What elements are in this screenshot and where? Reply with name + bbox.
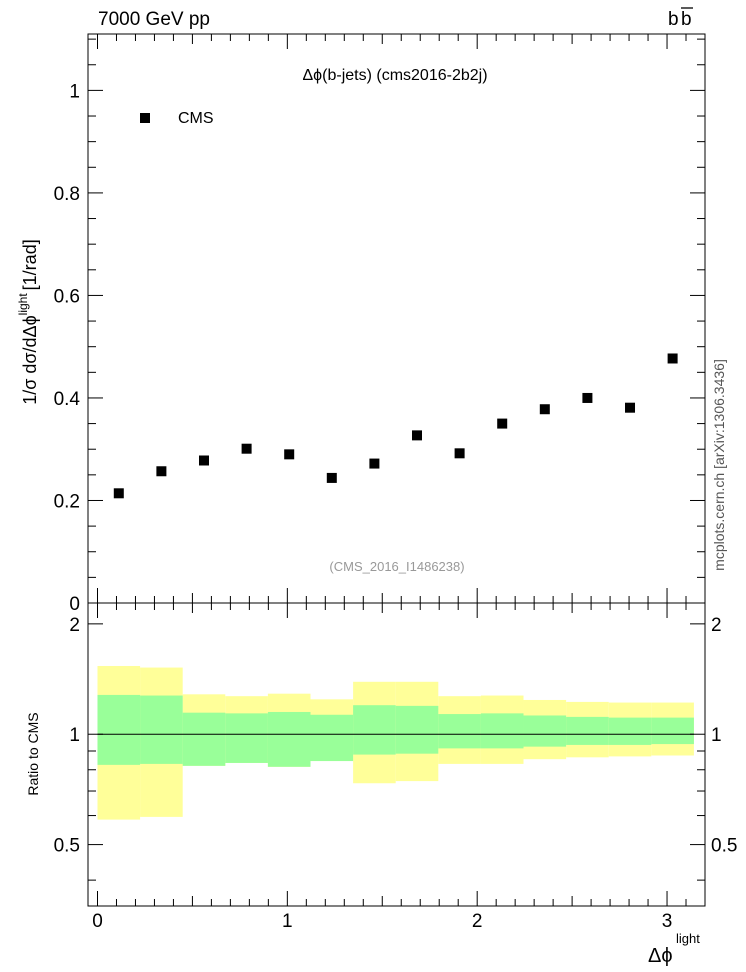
ratio-inner-band xyxy=(353,705,396,755)
main-plot-title: Δϕ(b-jets) (cms2016-2b2j) xyxy=(302,67,487,84)
data-point xyxy=(156,466,167,477)
legend-label: CMS xyxy=(178,110,214,127)
data-point xyxy=(582,392,593,403)
x-axis-label-superscript: light xyxy=(676,931,700,946)
x-tick-label: 2 xyxy=(472,911,483,932)
ratio-axis-ticks: 0.5 0.5 1 1 2 2 0 1 2 3 xyxy=(54,603,737,932)
ratio-y-tick-label-right: 0.5 xyxy=(711,836,737,857)
data-point xyxy=(667,353,678,364)
ratio-inner-band xyxy=(480,713,524,749)
ratio-y-tick-label-left: 2 xyxy=(69,615,80,636)
data-point xyxy=(241,443,252,454)
ratio-inner-band xyxy=(182,712,226,766)
ratio-y-tick-label-left: 0.5 xyxy=(54,836,80,857)
x-tick-label: 3 xyxy=(662,911,673,932)
data-point xyxy=(326,472,337,483)
ratio-uncertainty-bands xyxy=(97,665,694,820)
ratio-inner-band xyxy=(140,695,183,764)
data-point xyxy=(284,449,295,460)
main-y-tick-label: 1 xyxy=(69,81,80,102)
ratio-panel: 0.5 0.5 1 1 2 2 0 1 2 3 Ratio to CMS Δϕ light xyxy=(25,602,737,967)
ratio-inner-band xyxy=(651,717,694,745)
data-point xyxy=(454,448,465,459)
data-point xyxy=(497,418,508,429)
ratio-y-axis-label: Ratio to CMS xyxy=(25,712,41,795)
main-y-tick-label: 0.4 xyxy=(54,389,81,410)
legend-marker xyxy=(140,113,150,123)
side-credit-label: mcplots.cern.ch [arXiv:1306.3436] xyxy=(711,359,727,571)
y-axis-label-main: 1/σ dσ/dΔϕ xyxy=(20,315,40,404)
data-point xyxy=(412,430,423,441)
data-point xyxy=(625,402,636,413)
ratio-inner-band xyxy=(395,705,439,754)
y-axis-label-unit: [1/rad] xyxy=(20,239,40,290)
data-point xyxy=(198,455,209,466)
ratio-inner-band xyxy=(608,717,652,745)
legend: CMS xyxy=(140,110,214,127)
main-y-axis-label: 1/σ dσ/dΔϕlight [1/rad] xyxy=(16,239,40,404)
ratio-plot-frame xyxy=(87,602,706,907)
data-point xyxy=(539,404,550,415)
ratio-y-tick-label-right: 2 xyxy=(711,615,722,636)
ratio-inner-band xyxy=(438,714,481,749)
ratio-y-tick-label-right: 1 xyxy=(711,725,722,746)
x-tick-label: 1 xyxy=(282,911,293,932)
ratio-inner-band xyxy=(566,716,609,745)
x-axis-label-main: Δϕ xyxy=(648,945,673,967)
process-b: b xyxy=(668,9,679,30)
main-y-tick-label: 0.8 xyxy=(54,184,80,205)
svg-text:1/σ dσ/dΔϕlight[1/rad]: 1/σ dσ/dΔϕlight [1/rad] xyxy=(16,239,40,404)
data-point xyxy=(369,458,380,469)
ratio-inner-band xyxy=(97,694,141,765)
process-bbar: b xyxy=(681,9,692,30)
main-panel: 0 0.2 0.4 0.6 0.8 1 Δϕ(b-jets) (cms2016-2b2j)… xyxy=(16,33,706,615)
y-axis-label-superscript: light xyxy=(16,293,30,316)
analysis-id-watermark: (CMS_2016_I1486238) xyxy=(329,559,464,574)
header-energy-label: 7000 GeV pp xyxy=(98,9,210,30)
header-process-label: b b xyxy=(668,7,693,30)
ratio-inner-band xyxy=(267,711,311,767)
data-point xyxy=(113,488,124,499)
main-y-tick-label: 0 xyxy=(69,594,80,615)
main-data-points xyxy=(113,353,678,499)
ratio-inner-band xyxy=(523,715,567,747)
ratio-inner-band xyxy=(310,714,354,762)
main-y-tick-label: 0.2 xyxy=(54,491,80,512)
main-y-tick-label: 0.6 xyxy=(54,286,80,307)
x-tick-label: 0 xyxy=(92,911,103,932)
ratio-inner-band xyxy=(225,713,268,763)
ratio-y-tick-label-left: 1 xyxy=(69,725,80,746)
x-axis-label: Δϕ light xyxy=(648,931,700,967)
main-axis-ticks: 0 0.2 0.4 0.6 0.8 1 xyxy=(54,34,706,615)
